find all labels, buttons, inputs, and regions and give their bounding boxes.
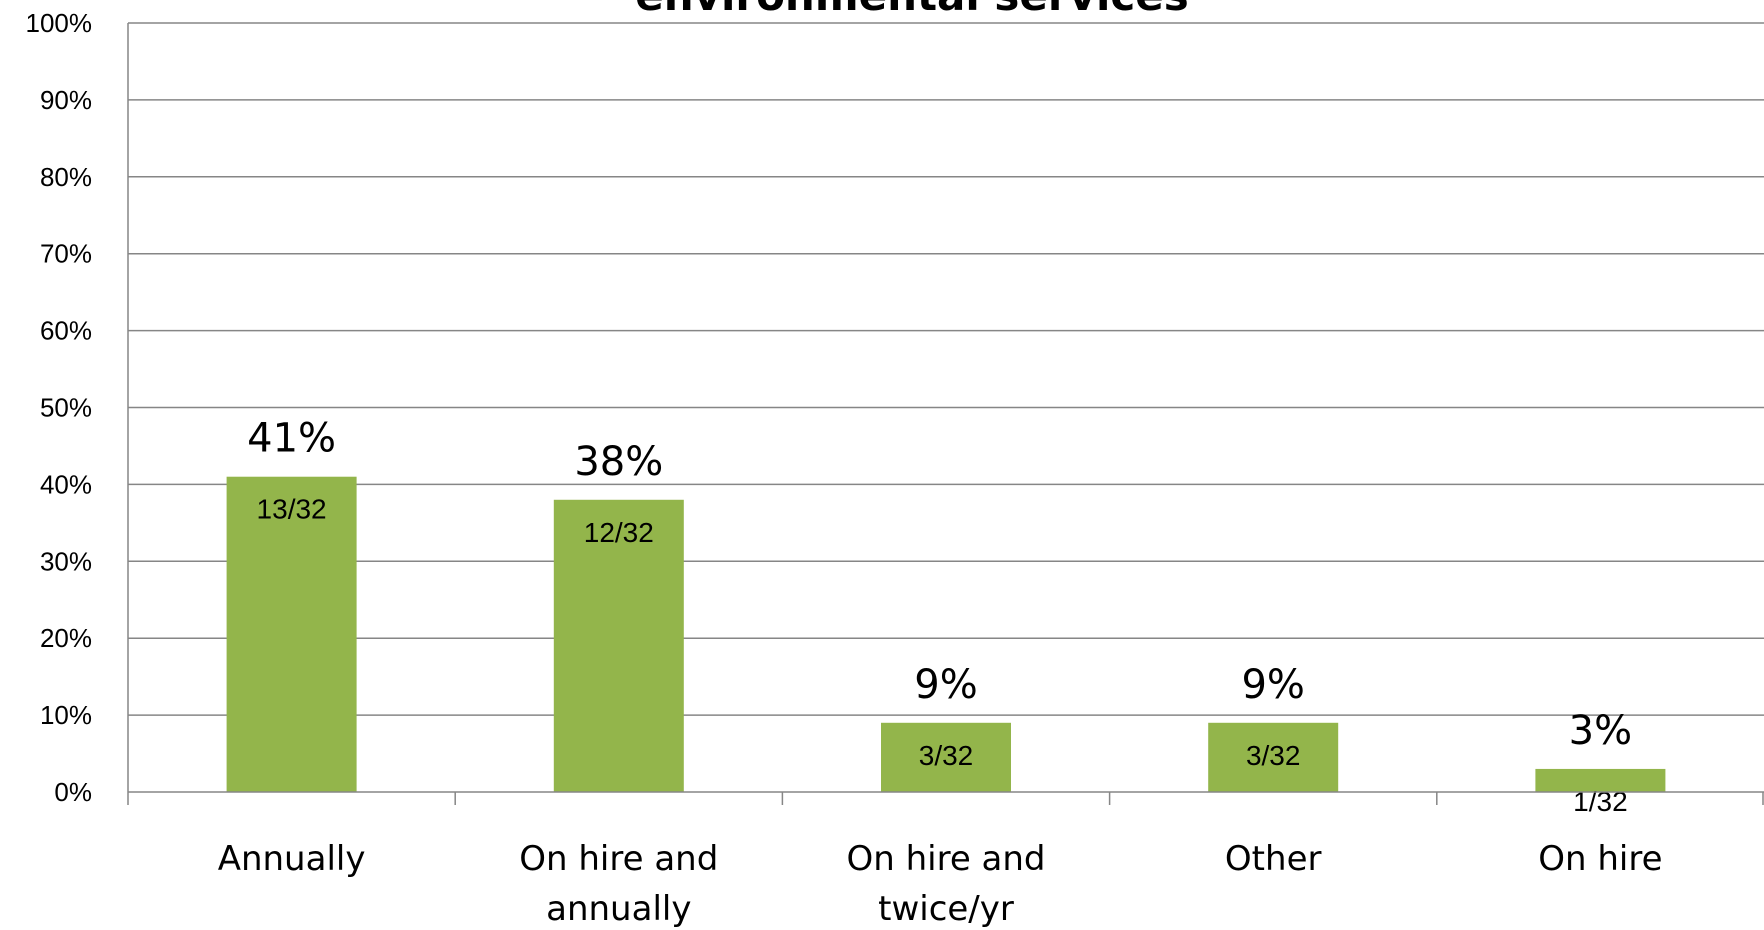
bar-count-label: 3/32 [1246, 740, 1301, 771]
y-tick-label: 0% [54, 777, 92, 807]
y-axis: 0% 10% 20% 30% 40% 50% 60% 70% 80% 90% 100% [26, 8, 129, 807]
y-tick-label: 100% [26, 8, 93, 38]
x-tick-label: Other [1225, 839, 1322, 879]
bar-value-label: 9% [1241, 662, 1304, 708]
bars: 41% 13/32 38% 12/32 9% 3/32 9% 3/32 3% 1/32 [226, 416, 1666, 817]
bar-value-label: 38% [574, 439, 663, 485]
bar-count-label: 3/32 [919, 740, 974, 771]
x-tick-label: Annually [218, 839, 366, 879]
x-axis: Annually On hire and annually On hire and tw… [127, 791, 1764, 929]
y-tick-label: 30% [40, 546, 92, 576]
chart-title: environmental services [635, 0, 1189, 20]
y-tick-label: 90% [40, 85, 92, 115]
x-tick-label: On hire [1538, 839, 1662, 879]
y-tick-label: 40% [40, 469, 92, 499]
gridlines [128, 22, 1764, 716]
bar-value-label: 9% [914, 662, 977, 708]
y-tick-label: 50% [40, 393, 92, 423]
bar [1535, 768, 1666, 792]
bar [226, 476, 357, 792]
bar-count-label: 1/32 [1573, 786, 1628, 817]
bar-value-label: 41% [247, 416, 336, 462]
y-tick-label: 60% [40, 316, 92, 346]
y-tick-label: 20% [40, 623, 92, 653]
bar [553, 499, 684, 792]
y-tick-label: 80% [40, 162, 92, 192]
x-tick-label: On hire and twice/yr [846, 839, 1045, 929]
x-tick-label: On hire and annually [519, 839, 718, 929]
bar-count-label: 12/32 [584, 517, 654, 548]
bar [881, 722, 1011, 792]
bar-count-label: 13/32 [257, 494, 327, 525]
bar-value-label: 3% [1569, 708, 1632, 754]
y-tick-label: 70% [40, 239, 92, 269]
bar [1208, 722, 1339, 792]
y-tick-label: 10% [40, 700, 92, 730]
